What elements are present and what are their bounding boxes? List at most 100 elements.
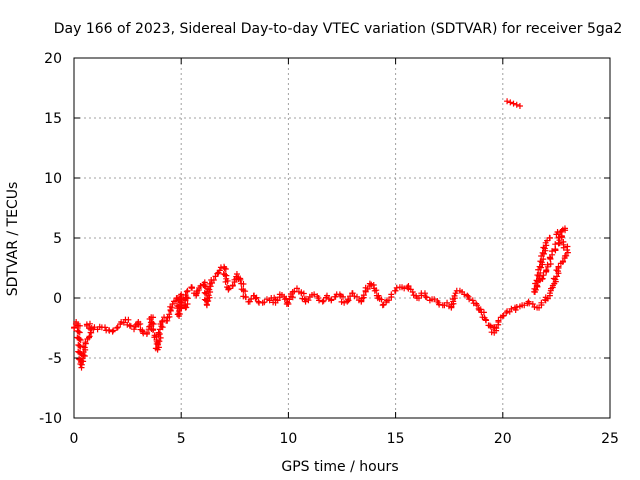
data-point	[155, 329, 162, 336]
data-point	[535, 273, 542, 280]
data-point	[188, 285, 195, 292]
data-point	[76, 322, 83, 329]
y-tick-label: 0	[53, 291, 62, 307]
data-point	[194, 288, 201, 295]
data-point	[555, 263, 562, 270]
data-point	[242, 288, 249, 295]
data-point	[320, 297, 327, 304]
data-point	[242, 294, 249, 301]
data-point	[205, 292, 212, 299]
data-point	[82, 339, 89, 346]
data-point	[91, 324, 98, 331]
data-point	[392, 287, 399, 294]
data-point	[544, 263, 551, 270]
data-point	[159, 324, 166, 331]
data-point	[448, 301, 455, 308]
data-point	[555, 240, 562, 247]
data-point	[516, 103, 523, 109]
data-point	[184, 295, 191, 302]
data-point	[547, 261, 554, 267]
y-tick-label: -5	[48, 351, 62, 367]
data-point	[540, 256, 547, 263]
data-point	[86, 320, 93, 327]
y-tick-label: 5	[53, 231, 62, 247]
data-point	[512, 307, 519, 313]
data-point	[388, 291, 395, 298]
data-point	[558, 234, 565, 241]
data-point	[229, 282, 236, 289]
data-point	[466, 296, 473, 303]
data-point	[226, 285, 233, 292]
data-point	[184, 287, 191, 294]
data-point	[564, 243, 571, 250]
data-point	[109, 328, 116, 335]
data-point	[110, 327, 117, 334]
data-point	[560, 258, 567, 265]
data-point	[222, 266, 229, 272]
data-point	[184, 301, 191, 307]
series-isolated-cluster	[504, 98, 523, 109]
data-point	[371, 287, 378, 294]
data-point	[81, 344, 88, 351]
data-point	[214, 270, 221, 277]
data-point	[535, 278, 542, 285]
data-point	[252, 295, 259, 302]
data-point	[73, 319, 80, 325]
data-point	[532, 286, 539, 293]
data-point	[284, 299, 291, 306]
x-tick-label: 15	[387, 431, 405, 447]
data-point	[114, 324, 121, 331]
data-point	[225, 286, 232, 293]
data-point	[150, 321, 157, 327]
x-axis-label: GPS time / hours	[281, 459, 398, 475]
data-point	[541, 250, 548, 257]
data-point	[293, 285, 300, 292]
data-point	[135, 321, 142, 328]
y-tick-label: -10	[39, 411, 62, 427]
data-point	[513, 101, 520, 108]
y-tick-label: 15	[44, 111, 62, 127]
x-tick-label: 20	[494, 431, 512, 447]
data-point	[77, 350, 84, 357]
data-point	[311, 291, 318, 298]
data-point	[240, 281, 247, 287]
data-point	[521, 302, 528, 309]
data-point	[183, 304, 190, 311]
data-point	[255, 298, 262, 305]
data-point	[340, 293, 346, 300]
data-point	[354, 293, 361, 300]
x-tick-label: 5	[177, 431, 186, 447]
data-point	[341, 299, 348, 306]
data-point	[174, 311, 181, 318]
data-point	[172, 297, 179, 304]
data-point	[149, 320, 156, 327]
x-tick-label: 0	[70, 431, 79, 447]
data-point	[75, 328, 82, 335]
data-point	[464, 292, 471, 299]
data-point	[77, 336, 84, 343]
data-point	[153, 340, 160, 347]
data-point	[77, 359, 84, 366]
data-point	[469, 297, 476, 304]
data-point	[553, 273, 560, 280]
data-point	[201, 282, 208, 289]
data-point	[474, 302, 481, 309]
data-point	[421, 290, 428, 297]
data-point	[504, 98, 511, 105]
data-point	[182, 292, 189, 298]
data-point	[113, 325, 120, 331]
data-point	[508, 305, 515, 312]
data-point	[274, 297, 281, 304]
data-point	[86, 333, 93, 340]
data-point	[253, 294, 260, 301]
data-point	[546, 235, 553, 241]
data-point	[222, 278, 229, 285]
data-point	[286, 296, 293, 303]
data-point	[358, 298, 365, 305]
data-point	[538, 299, 545, 306]
data-point	[300, 290, 307, 297]
x-tick-label: 10	[279, 431, 297, 447]
data-point	[155, 344, 162, 351]
data-point	[385, 297, 392, 304]
